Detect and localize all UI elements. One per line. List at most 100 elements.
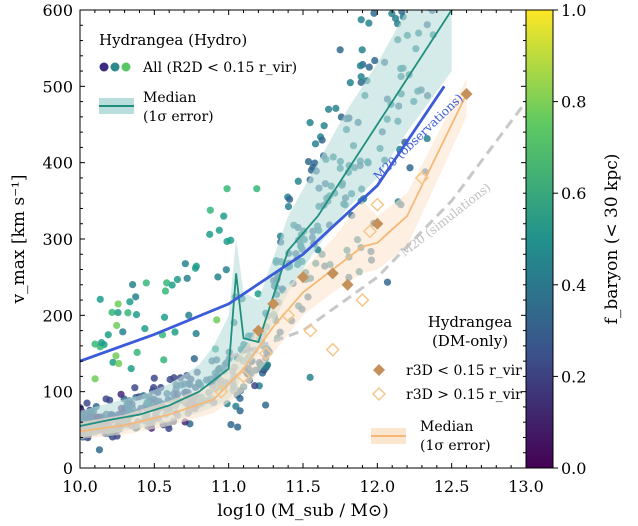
hydro-point (304, 157, 313, 166)
hydro-point (388, 10, 396, 18)
hydro-point (254, 290, 262, 298)
hydro-point (234, 423, 242, 431)
hydro-point (357, 16, 365, 24)
y-tick-label-0: 0 (63, 459, 73, 478)
legend-hydro-title: Hydrangea (Hydro) (99, 31, 247, 49)
hydro-point (336, 46, 344, 54)
y-tick-label-5: 500 (42, 77, 73, 96)
hydro-point (251, 382, 259, 390)
hydro-point (126, 298, 134, 306)
cb-tick-label-1: 0.2 (561, 367, 586, 386)
legend-dm-outer-label: r3D > 0.15 r_vir (406, 387, 522, 403)
y-tick-label-1: 100 (42, 383, 73, 402)
hydro-point (113, 321, 121, 330)
legend-dm-inner-marker (373, 364, 385, 376)
hydro-point (119, 328, 127, 336)
x-tick-label-2: 11.0 (211, 477, 247, 496)
hydro-point (324, 105, 333, 113)
hydro-point (142, 279, 150, 287)
cb-tick-label-2: 0.4 (561, 276, 586, 295)
dm-outer-point (325, 342, 340, 357)
hydro-point (163, 279, 171, 287)
hydro-point (114, 308, 122, 317)
dm-outer-point (236, 369, 251, 384)
cb-tick-label-3: 0.6 (561, 184, 586, 203)
hydro-point (104, 331, 112, 339)
hydro-point (318, 136, 326, 144)
hydro-point (356, 62, 365, 70)
hydro-point (171, 328, 179, 336)
hydro-point (320, 122, 328, 130)
hydro-point (365, 19, 373, 27)
hydro-point (385, 10, 390, 11)
dm-outer-point (362, 224, 377, 239)
dm-outer-point (281, 308, 296, 323)
hydro-point (109, 358, 117, 366)
hydro-point (117, 390, 125, 398)
hydro-point (131, 384, 139, 392)
hydro-point (181, 260, 189, 268)
hydro-point (112, 352, 120, 360)
cb-tick-label-0: 0.0 (561, 459, 586, 478)
hydro-point (370, 10, 378, 17)
y-tick-label-4: 400 (42, 154, 73, 173)
hydro-point (108, 308, 116, 316)
hydro-point (424, 0, 431, 5)
hydro-point (160, 356, 168, 364)
dm-inner-point (371, 217, 384, 230)
dm-outer-point (414, 170, 429, 185)
hydro-point (183, 274, 191, 282)
hydro-point (97, 338, 106, 347)
legend-dot-1 (99, 62, 109, 72)
hydro-point (191, 264, 200, 272)
hydro-point (306, 373, 314, 381)
legend-dm: Hydrangea (DM-only) r3D < 0.15 r_vir r3D… (371, 313, 522, 454)
hydro-point (232, 402, 240, 410)
hydro-point (166, 375, 174, 384)
legend-dot-3 (121, 62, 131, 72)
dm-outer-point (303, 323, 318, 338)
legend-dot-2 (110, 62, 120, 72)
hydro-point (284, 202, 293, 211)
hydro-point (95, 446, 104, 454)
x-tick-label-5: 12.5 (434, 477, 470, 496)
hydro-point (227, 420, 235, 429)
hydro-point (430, 3, 437, 10)
hydro-median-line (80, 10, 453, 427)
m20-observations-line (80, 85, 446, 363)
colorbar-ticks: 0.0 0.2 0.4 0.6 0.8 1.0 (553, 1, 586, 478)
hydro-point (165, 424, 173, 433)
y-tick-label-2: 200 (42, 306, 73, 325)
hydro-point (132, 293, 140, 301)
x-tick-label-3: 11.5 (285, 477, 321, 496)
legend-hydro: Hydrangea (Hydro) All (R2D < 0.15 r_vir)… (99, 31, 297, 125)
hydro-point (311, 140, 320, 148)
dm-inner-point (297, 271, 309, 284)
hydro-point (357, 73, 365, 81)
legend-dm-title-sub: (DM-only) (432, 332, 508, 350)
hydro-point (236, 407, 244, 415)
hydro-point (141, 325, 149, 333)
y-tick-label-6: 600 (42, 1, 73, 20)
hydro-point (132, 310, 141, 319)
hydro-point (406, 164, 414, 172)
hydro-point (133, 348, 141, 356)
hydro-point (96, 295, 104, 303)
x-tick-label-4: 12.0 (360, 477, 396, 496)
legend-hydro-median-sub: (1σ error) (143, 109, 214, 125)
dm-inner-point (252, 324, 265, 337)
legend-hydro-median-label: Median (143, 90, 196, 106)
hydro-point (160, 313, 169, 321)
hydro-point (294, 177, 302, 185)
hydro-point (129, 281, 137, 289)
legend-hydro-points-label: All (R2D < 0.15 r_vir) (142, 60, 297, 76)
y-tick-label-3: 300 (42, 230, 73, 249)
hydro-point (223, 237, 231, 246)
hydro-point (124, 309, 132, 317)
dm-inner-point (341, 278, 354, 291)
band-layer (80, 10, 467, 439)
hydro-point (190, 355, 198, 363)
hydro-point (115, 359, 123, 368)
hydro-point (222, 266, 230, 274)
dm-inner-point (267, 297, 280, 310)
